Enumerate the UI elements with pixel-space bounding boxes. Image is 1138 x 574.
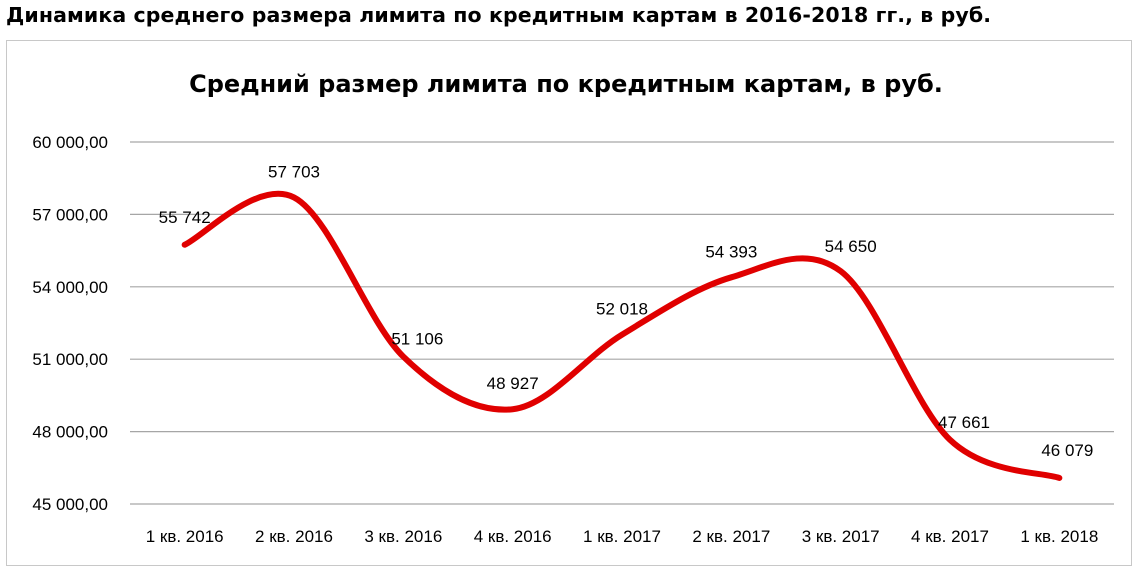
x-tick-label: 4 кв. 2017 [911,527,989,546]
x-tick-label: 3 кв. 2016 [364,527,442,546]
page-title: Динамика среднего размера лимита по кред… [6,3,992,27]
data-label-layer: 55 742 57 703 51 106 48 927 52 018 54 393 54 6… [159,162,1094,460]
y-tick-label: 57 000,00 [32,205,108,224]
data-label: 46 079 [1041,441,1093,460]
x-axis-tick-labels: 1 кв. 2016 2 кв. 2016 3 кв. 2016 4 кв. 2016… [146,527,1099,546]
data-label: 51 106 [391,330,443,349]
y-tick-label: 48 000,00 [32,423,108,442]
data-label: 47 661 [938,413,990,432]
x-tick-label: 4 кв. 2016 [474,527,552,546]
x-tick-label: 1 кв. 2018 [1020,527,1098,546]
data-label: 54 650 [825,237,877,256]
gridlines [130,141,1114,505]
chart-frame [6,40,1132,566]
y-tick-label: 51 000,00 [32,350,108,369]
data-label: 55 742 [159,208,211,227]
series-line-layer [181,190,1063,481]
chart-title: Средний размер лимита по кредитным карта… [189,70,943,98]
data-label: 54 393 [705,242,757,261]
x-tick-label: 3 кв. 2017 [802,527,880,546]
data-label: 52 018 [596,300,648,319]
y-tick-label: 54 000,00 [32,278,108,297]
x-tick-label: 2 кв. 2017 [692,527,770,546]
data-label: 48 927 [487,374,539,393]
x-tick-label: 2 кв. 2016 [255,527,333,546]
series-line [181,190,1063,481]
y-tick-label: 60 000,00 [32,133,108,152]
x-tick-label: 1 кв. 2016 [146,527,224,546]
y-tick-label: 45 000,00 [32,495,108,514]
x-tick-label: 1 кв. 2017 [583,527,661,546]
y-axis-tick-labels: 45 000,00 48 000,00 51 000,00 54 000,00 57 0… [32,133,108,514]
data-label: 57 703 [268,162,320,181]
